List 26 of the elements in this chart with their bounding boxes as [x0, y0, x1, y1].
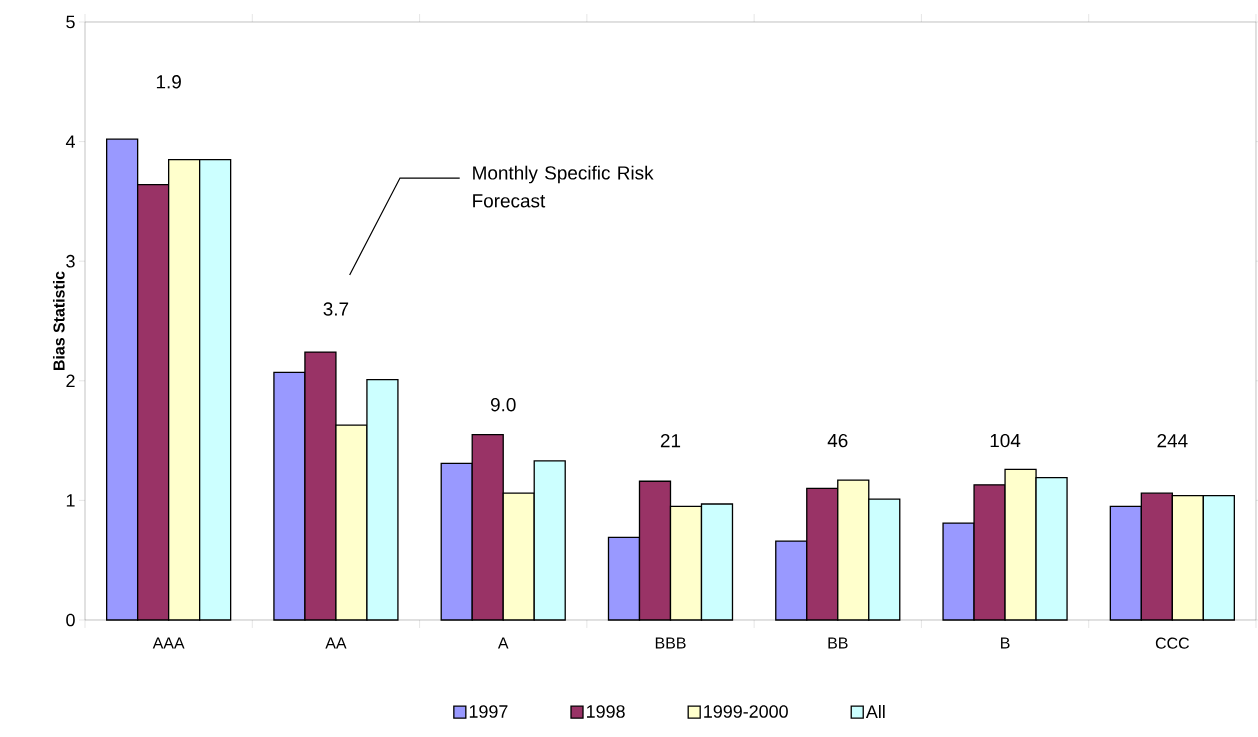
x-tick-label: BB	[828, 637, 848, 649]
annotation: 21	[660, 433, 681, 448]
y-axis-title: Bias Statistic	[52, 271, 65, 370]
x-tick-label: AAA	[152, 637, 185, 649]
y-tick-label: 3	[66, 254, 75, 268]
annotation: 46	[827, 433, 848, 448]
y-tick-label: 1	[66, 494, 75, 507]
y-tick-label: 5	[66, 15, 75, 29]
legend-label: 1999-2000	[704, 705, 788, 718]
x-tick-label: A	[497, 637, 509, 649]
legend-label: 1997	[469, 705, 508, 718]
annotation: Monthly Specific Risk Forecast	[473, 165, 654, 208]
y-tick-label: 0	[66, 613, 75, 627]
legend-label: All	[865, 704, 885, 718]
annotation: 9.0	[490, 398, 516, 412]
annotation: 244	[1157, 433, 1188, 448]
x-tick-label: BBB	[655, 637, 686, 649]
y-tick-label: 2	[66, 374, 75, 388]
annotation: 1.9	[156, 75, 181, 89]
x-tick-label: CCC	[1155, 637, 1189, 649]
annotation: 104	[990, 433, 1021, 448]
x-tick-label: AA	[325, 637, 347, 649]
annotation: 3.7	[323, 302, 349, 316]
y-tick-label: 4	[65, 135, 75, 148]
legend-label: 1998	[587, 705, 625, 718]
x-tick-label: B	[1001, 637, 1010, 649]
